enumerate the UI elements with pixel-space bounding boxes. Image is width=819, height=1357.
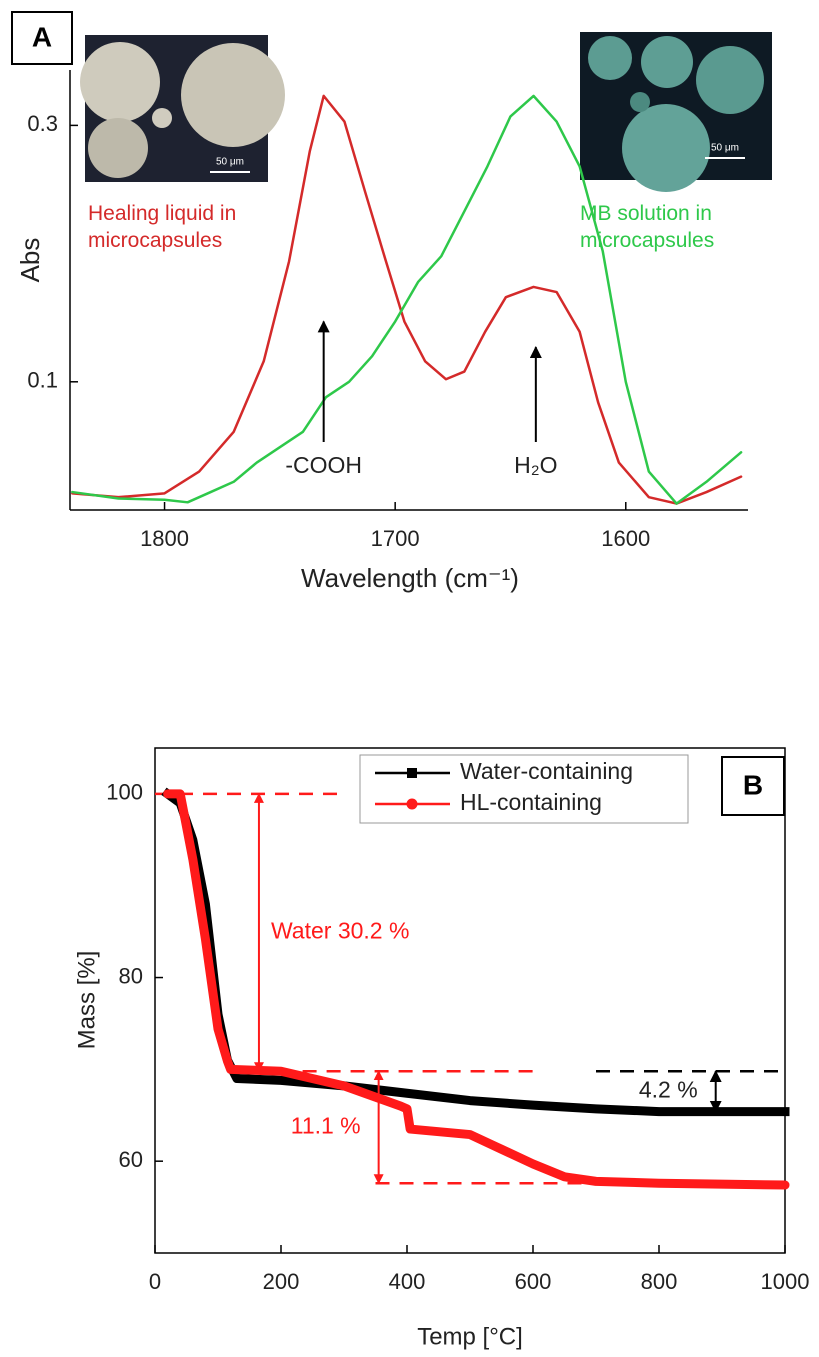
x-tick-label: 200: [263, 1269, 300, 1294]
legend-marker: [407, 768, 417, 778]
y-axis-label: Abs: [15, 238, 45, 283]
annotation: 4.2 %: [639, 1076, 698, 1102]
scale-label: 50 μm: [711, 143, 739, 154]
y-tick-label: 0.3: [27, 111, 58, 136]
legend-marker: [406, 798, 418, 810]
x-tick-label: 1700: [371, 526, 420, 551]
series-line: [163, 789, 790, 1190]
y-tick-label: 80: [119, 963, 143, 988]
annotation: Water 30.2 %: [271, 918, 409, 944]
y-tick-label: 60: [119, 1147, 143, 1172]
panel-label-box: [721, 756, 785, 816]
x-tick-label: 400: [389, 1269, 426, 1294]
annotation: 11.1 %: [291, 1112, 361, 1138]
x-tick-label: 1000: [761, 1269, 810, 1294]
x-axis-label: Wavelength (cm⁻¹): [301, 563, 519, 593]
legend-label: HL-containing: [460, 789, 602, 815]
panel-label-box: [11, 11, 73, 65]
inset-photo: 50 μm: [80, 35, 285, 182]
legend-label: Water-containing: [460, 758, 633, 784]
y-tick-label: 100: [106, 780, 143, 805]
legend-box: [359, 754, 689, 824]
x-tick-label: 800: [641, 1269, 678, 1294]
x-tick-label: 1600: [601, 526, 650, 551]
x-tick-label: 1800: [140, 526, 189, 551]
y-tick-label: 0.1: [27, 368, 58, 393]
x-tick-label: 600: [515, 1269, 552, 1294]
series-line: [71, 94, 743, 505]
panel-label: A: [32, 21, 52, 52]
series-label: Healing liquid in microcapsules: [88, 202, 237, 252]
annotation: -COOH: [285, 452, 362, 478]
x-tick-label: 0: [149, 1269, 161, 1294]
scale-label: 50 μm: [216, 157, 244, 168]
series-line: [71, 94, 743, 505]
inset-photo: 50 μm: [580, 32, 772, 192]
annotation: H₂O: [514, 452, 557, 478]
y-axis-label: Mass [%]: [73, 951, 100, 1050]
series-line: [161, 787, 790, 1117]
plot-frame: [154, 747, 786, 1254]
panel-label: B: [743, 769, 763, 800]
x-axis-label: Temp [°C]: [417, 1323, 523, 1350]
series-label: MB solution in microcapsules: [580, 202, 715, 252]
